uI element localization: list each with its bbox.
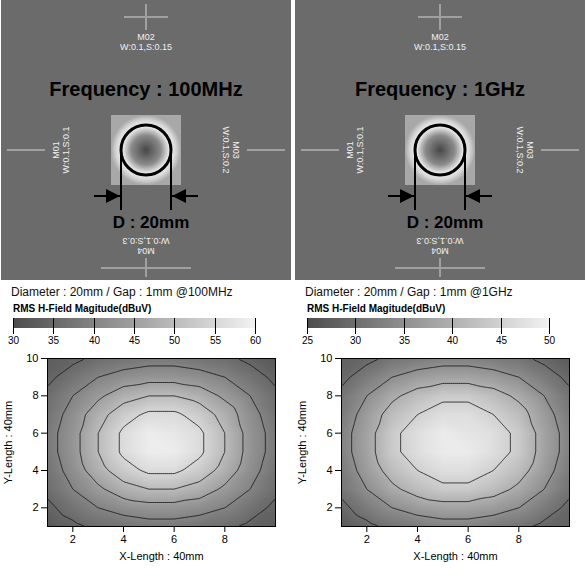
svg-text:40: 40 [89, 335, 101, 346]
svg-text:RMS H-Field Magitude(dBuV): RMS H-Field Magitude(dBuV) [307, 303, 445, 314]
svg-text:D : 20mm: D : 20mm [407, 213, 484, 232]
svg-text:60: 60 [250, 335, 262, 346]
svg-text:6: 6 [171, 533, 177, 545]
svg-text:8: 8 [222, 533, 228, 545]
svg-text:8: 8 [516, 533, 522, 545]
html-text:Diameter : 20mm / Gap : 1mm @1: Diameter : 20mm / Gap : 1mm @1GHz [305, 285, 513, 299]
svg-text:6: 6 [326, 427, 332, 439]
svg-text:6: 6 [32, 427, 38, 439]
html-text:Diameter : 20mm / Gap : 1mm @1: Diameter : 20mm / Gap : 1mm @100MHz [11, 285, 233, 299]
svg-text:W:0.1,S:0.3: W:0.1,S:0.3 [123, 236, 170, 246]
svg-text:4: 4 [120, 533, 126, 545]
svg-text:Frequency : 1GHz: Frequency : 1GHz [355, 78, 525, 100]
svg-text:45: 45 [496, 335, 508, 346]
svg-text:W:0.1,S:0.15: W:0.1,S:0.15 [120, 42, 172, 52]
svg-text:4: 4 [32, 464, 38, 476]
svg-text:M02: M02 [431, 32, 449, 42]
svg-text:Y-Length : 40mm: Y-Length : 40mm [2, 401, 14, 484]
svg-text:M03: M03 [525, 141, 535, 159]
svg-text:RMS H-Field Magitude(dBuV): RMS H-Field Magitude(dBuV) [13, 303, 151, 314]
svg-text:10: 10 [26, 352, 38, 364]
svg-text:W:0.1,S:0.3: W:0.1,S:0.3 [417, 236, 464, 246]
svg-text:D : 20mm: D : 20mm [113, 213, 190, 232]
svg-text:25: 25 [302, 335, 314, 346]
svg-text:35: 35 [399, 335, 411, 346]
svg-text:50: 50 [169, 335, 181, 346]
svg-text:35: 35 [48, 335, 60, 346]
svg-text:M01: M01 [345, 141, 355, 159]
svg-text:M01: M01 [51, 141, 61, 159]
svg-text:50: 50 [544, 335, 556, 346]
svg-text:4: 4 [414, 533, 420, 545]
svg-text:10: 10 [320, 352, 332, 364]
svg-text:Frequency : 100MHz: Frequency : 100MHz [49, 78, 242, 100]
svg-text:45: 45 [129, 335, 141, 346]
svg-text:W:0.1,S:0.15: W:0.1,S:0.15 [414, 42, 466, 52]
svg-text:M02: M02 [137, 32, 155, 42]
svg-text:M04: M04 [431, 246, 449, 256]
svg-text:W:0.1,S:0.2: W:0.1,S:0.2 [221, 127, 231, 174]
svg-text:55: 55 [210, 335, 222, 346]
svg-text:X-Length : 40mm: X-Length : 40mm [119, 550, 203, 562]
svg-text:4: 4 [326, 464, 332, 476]
svg-text:30: 30 [8, 335, 20, 346]
svg-text:Y-Length : 40mm: Y-Length : 40mm [296, 401, 308, 484]
svg-text:8: 8 [32, 389, 38, 401]
svg-text:W:0.1,S:0.2: W:0.1,S:0.2 [515, 127, 525, 174]
svg-text:M03: M03 [231, 141, 241, 159]
svg-text:40: 40 [447, 335, 459, 346]
svg-text:6: 6 [465, 533, 471, 545]
svg-text:2: 2 [70, 533, 76, 545]
svg-text:X-Length : 40mm: X-Length : 40mm [413, 550, 497, 562]
svg-text:M04: M04 [137, 246, 155, 256]
svg-text:30: 30 [350, 335, 362, 346]
svg-text:2: 2 [364, 533, 370, 545]
svg-text:2: 2 [326, 501, 332, 513]
svg-text:2: 2 [32, 501, 38, 513]
svg-text:W:0.1,S:0.1: W:0.1,S:0.1 [355, 127, 365, 174]
svg-text:8: 8 [326, 389, 332, 401]
svg-text:W:0.1,S:0.1: W:0.1,S:0.1 [61, 127, 71, 174]
